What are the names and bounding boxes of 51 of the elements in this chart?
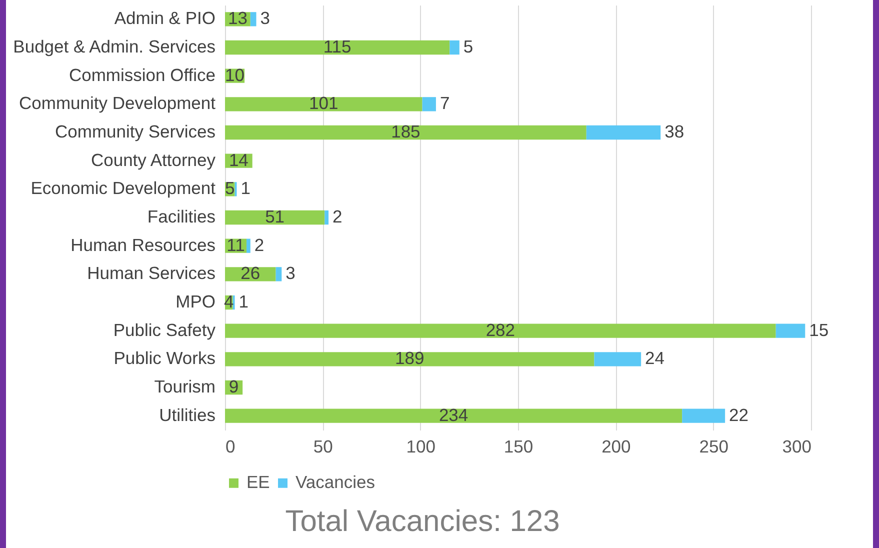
data-label: 1 (240, 178, 250, 198)
data-label: 189 (394, 348, 424, 368)
y-tick-label: Facilities (147, 206, 216, 226)
legend-label: Vacancies (296, 472, 376, 492)
data-label: 185 (391, 122, 420, 142)
y-tick-label: Commission Office (68, 64, 216, 85)
x-tick-label: 150 (504, 436, 534, 456)
y-tick-label: Public Safety (113, 320, 216, 340)
x-tick-label: 200 (602, 436, 632, 456)
data-label: 1 (238, 292, 248, 312)
x-tick-label: 250 (699, 436, 729, 456)
data-label: 38 (664, 122, 684, 142)
x-tick-label: 50 (313, 436, 334, 456)
data-label: 51 (265, 206, 285, 226)
data-label: 24 (645, 348, 665, 368)
data-label: 10 (225, 64, 245, 85)
legend-label: EE (246, 472, 270, 492)
y-tick-label: Utilities (159, 404, 216, 425)
y-tick-label: Human Services (87, 263, 216, 284)
y-tick-label: MPO (176, 292, 216, 312)
data-label: 15 (809, 320, 829, 340)
data-label: 5 (225, 178, 235, 198)
data-label: 22 (729, 404, 749, 425)
y-tick-label: Community Services (55, 122, 216, 142)
data-label: 234 (438, 404, 468, 425)
text: Total Vacancies: 123 (284, 505, 561, 539)
data-label: 7 (440, 93, 450, 114)
x-tick-label: 300 (782, 436, 812, 456)
data-label: 14 (228, 150, 249, 170)
data-label: 5 (463, 36, 474, 56)
y-tick-label: Budget & Admin. Services (13, 36, 216, 56)
data-label: 2 (254, 234, 264, 255)
data-label: 101 (309, 93, 338, 114)
y-tick-label: Tourism (154, 376, 216, 396)
data-label: 2 (332, 206, 342, 226)
data-label: 3 (286, 263, 296, 284)
data-label: 26 (240, 263, 260, 284)
data-label: 282 (486, 320, 516, 340)
y-tick-label: Human Resources (70, 234, 216, 255)
x-tick-label: 0 (226, 436, 236, 456)
data-label: 115 (323, 36, 352, 56)
data-label: 9 (228, 376, 239, 396)
data-label: 13 (228, 8, 248, 28)
data-label: 11 (226, 234, 245, 255)
y-tick-label: Community Development (19, 93, 216, 114)
y-tick-label: Public Works (114, 348, 216, 368)
x-tick-label: 100 (406, 436, 436, 456)
y-tick-label: Admin & PIO (114, 8, 216, 28)
y-tick-label: County Attorney (90, 150, 216, 170)
data-label: 3 (260, 8, 270, 28)
y-tick-label: Economic Development (30, 178, 216, 198)
